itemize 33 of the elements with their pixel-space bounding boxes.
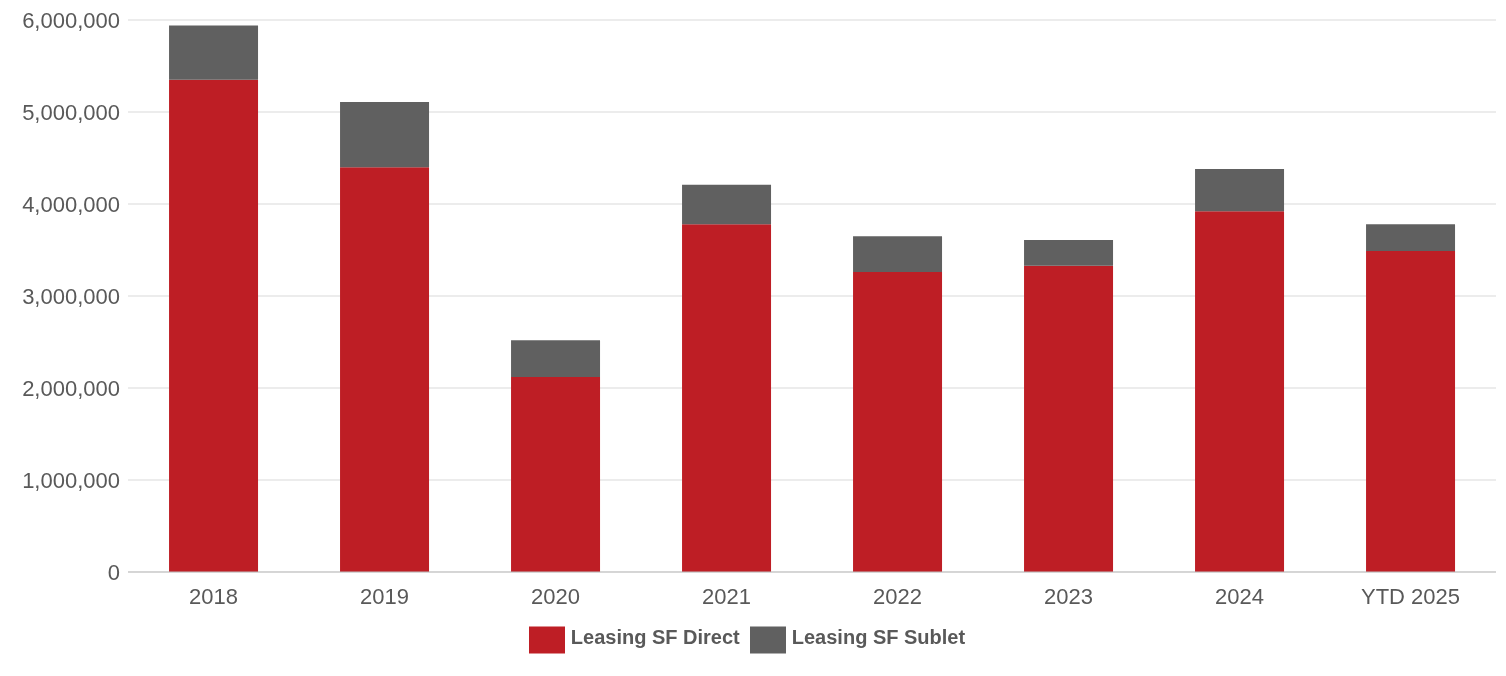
y-tick-label: 0 xyxy=(107,559,120,585)
x-tick-label: 2023 xyxy=(1044,583,1093,609)
legend-label: Leasing SF Direct xyxy=(570,626,740,649)
bar xyxy=(682,184,772,225)
x-tick-label: 2020 xyxy=(531,583,580,609)
bar xyxy=(340,167,430,572)
x-tick-label: 2019 xyxy=(360,583,409,609)
bar xyxy=(340,101,430,168)
bar xyxy=(1366,250,1456,572)
y-tick-label: 3,000,000 xyxy=(22,283,120,309)
x-tick-label: 2024 xyxy=(1215,583,1264,609)
bar xyxy=(682,224,772,572)
y-tick-label: 2,000,000 xyxy=(22,375,120,401)
bar xyxy=(1195,211,1285,572)
bar xyxy=(1195,169,1285,212)
bar xyxy=(511,376,601,572)
bar xyxy=(1024,239,1114,266)
y-tick-label: 6,000,000 xyxy=(22,7,120,33)
legend-label: Leasing SF Sublet xyxy=(791,626,966,649)
x-tick-label: 2018 xyxy=(189,583,238,609)
y-tick-label: 1,000,000 xyxy=(22,467,120,493)
x-tick-label: 2021 xyxy=(702,583,751,609)
x-tick-label: YTD 2025 xyxy=(1360,583,1461,609)
bar xyxy=(169,25,259,80)
y-tick-label: 4,000,000 xyxy=(22,191,120,217)
bar xyxy=(853,236,943,273)
bar xyxy=(1024,265,1114,572)
bar xyxy=(511,340,601,377)
x-tick-label: 2022 xyxy=(873,583,922,609)
bar xyxy=(169,79,259,572)
y-tick-label: 5,000,000 xyxy=(22,99,120,125)
bar xyxy=(1366,224,1456,251)
bar xyxy=(853,272,943,572)
